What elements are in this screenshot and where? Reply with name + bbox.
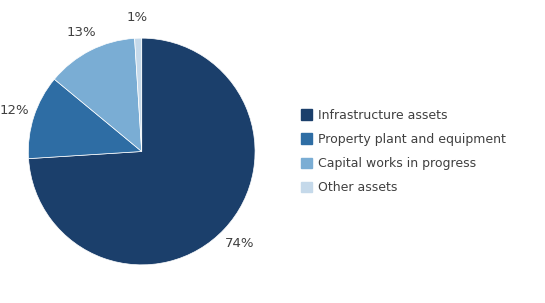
Text: 13%: 13% [66,26,96,39]
Wedge shape [28,79,142,158]
Text: 1%: 1% [127,11,148,24]
Wedge shape [28,38,255,265]
Legend: Infrastructure assets, Property plant and equipment, Capital works in progress, : Infrastructure assets, Property plant an… [300,108,506,195]
Wedge shape [135,38,142,152]
Text: 74%: 74% [225,237,254,250]
Text: 12%: 12% [0,104,29,117]
Wedge shape [54,38,142,152]
